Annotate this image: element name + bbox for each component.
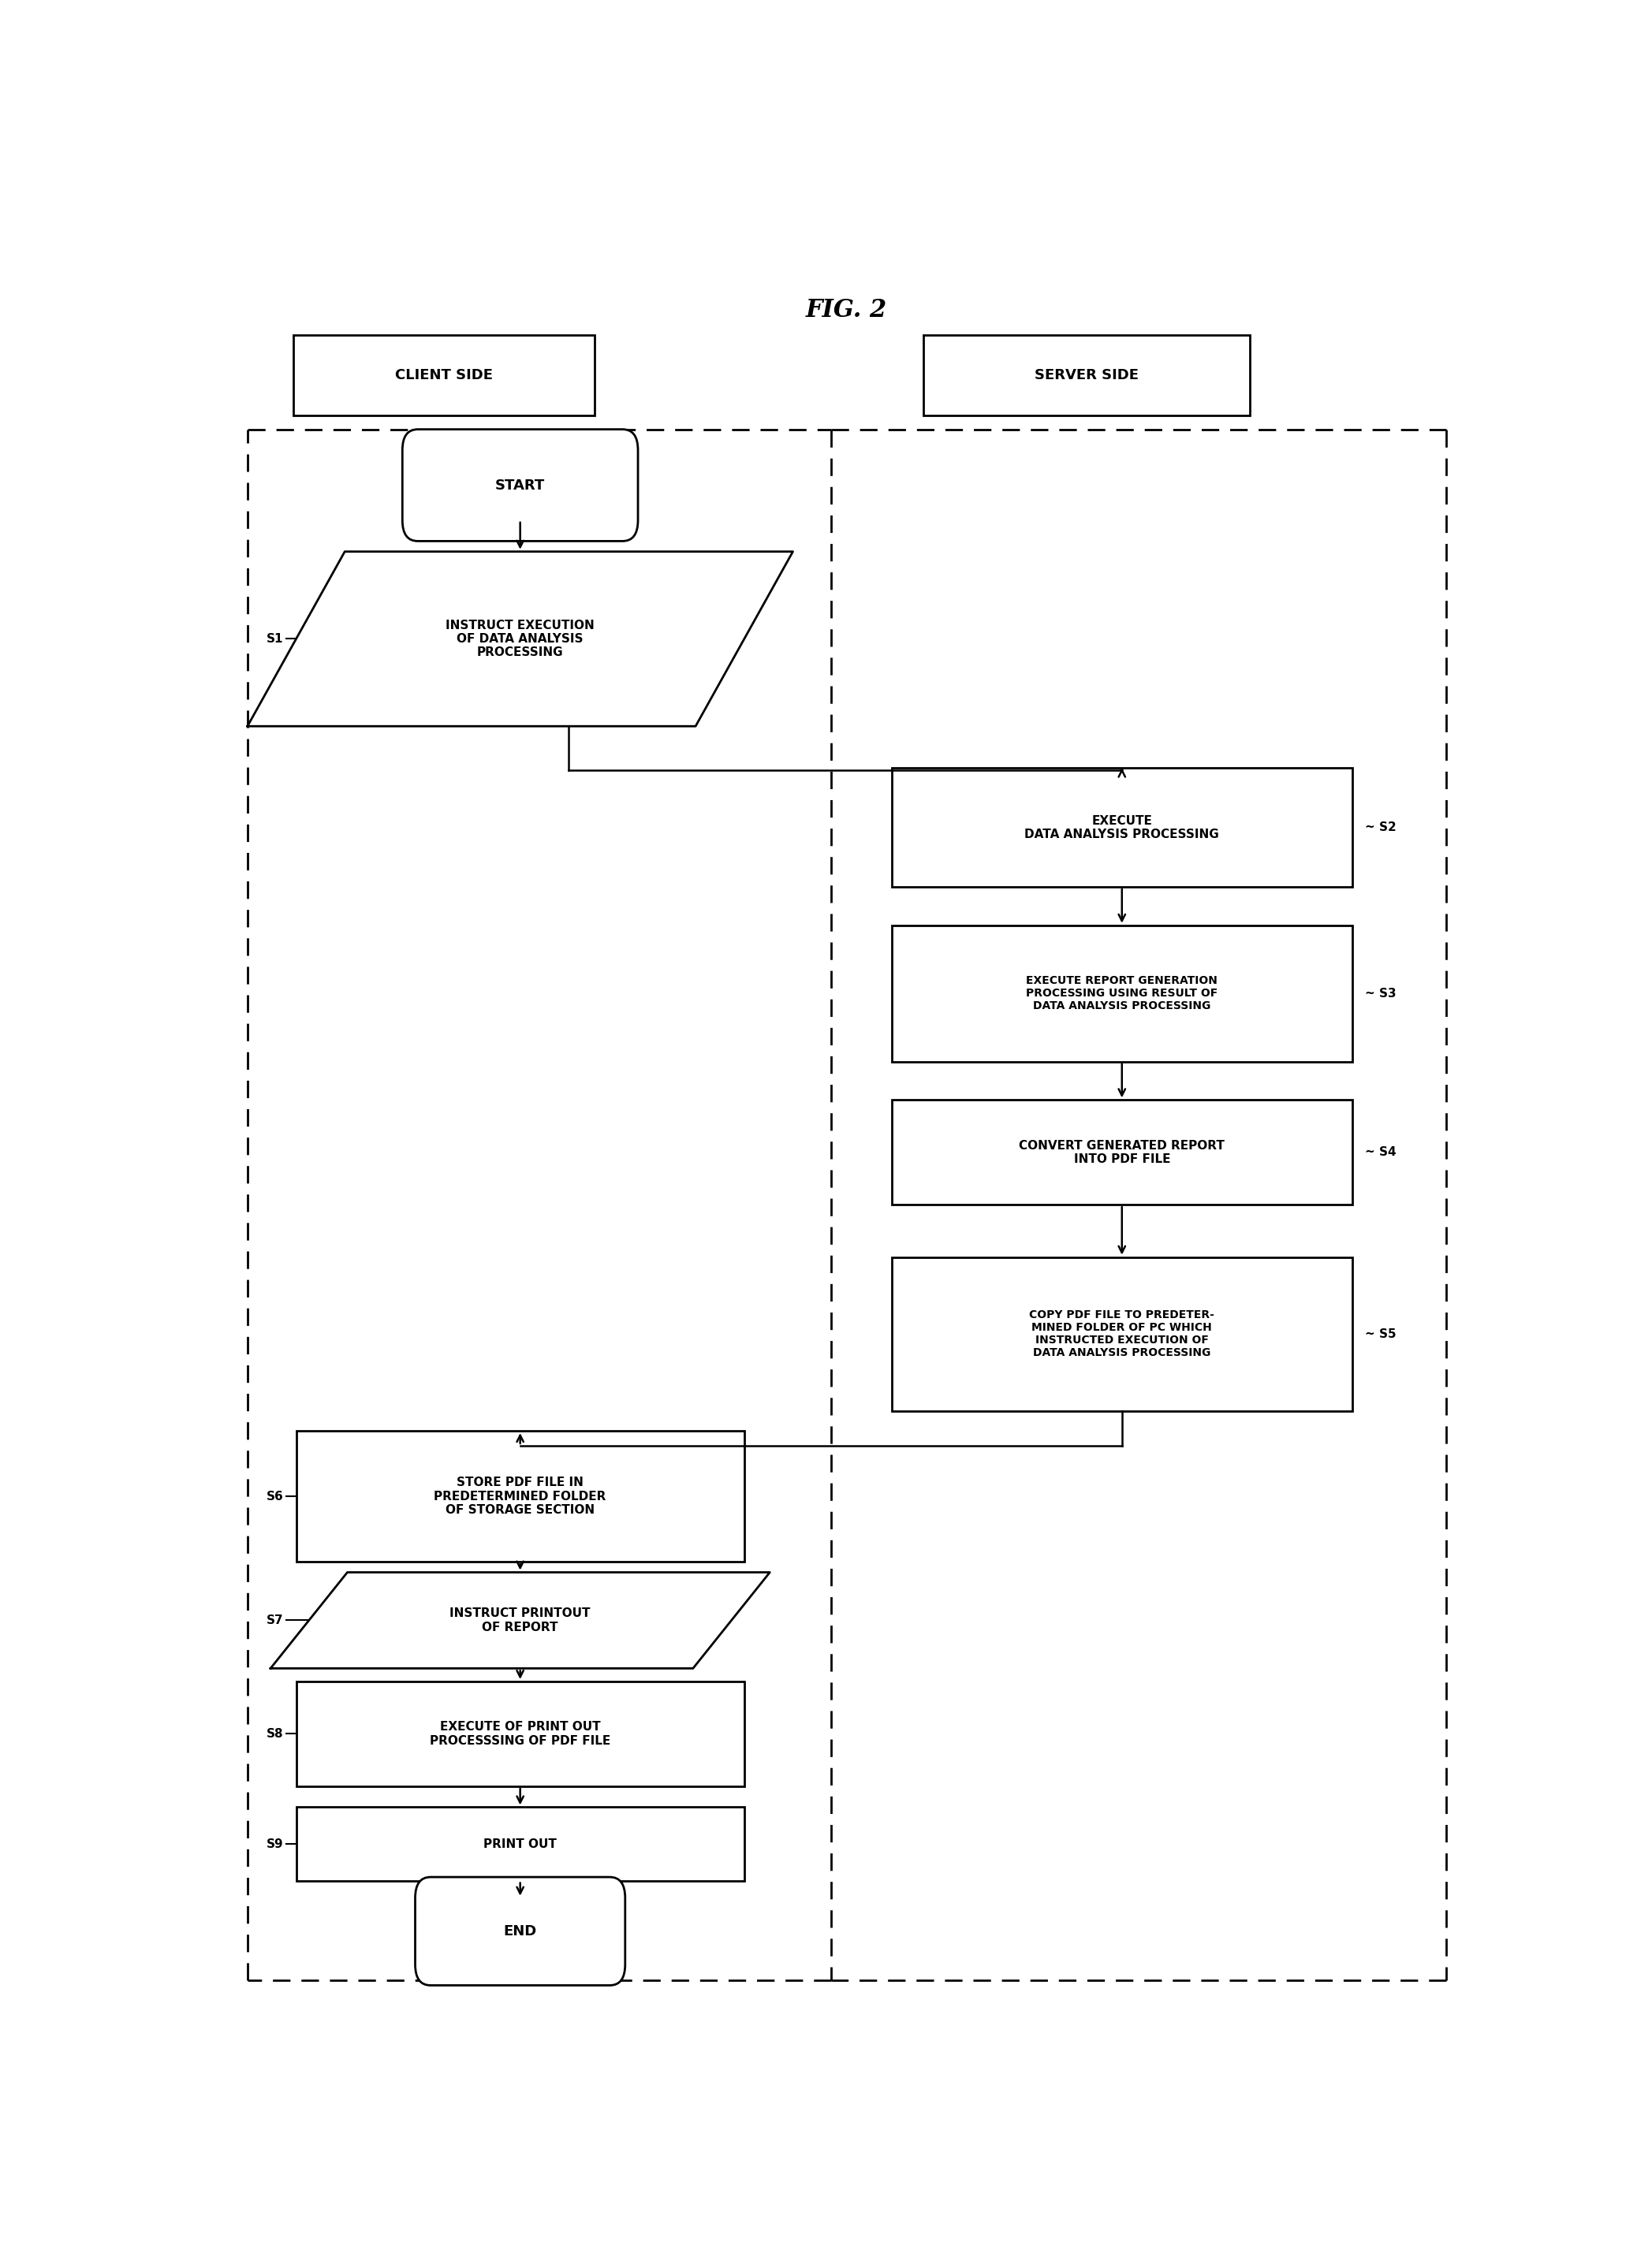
- Text: CONVERT GENERATED REPORT
INTO PDF FILE: CONVERT GENERATED REPORT INTO PDF FILE: [1019, 1139, 1224, 1166]
- Bar: [923, 336, 1251, 415]
- Text: EXECUTE
DATA ANALYSIS PROCESSING: EXECUTE DATA ANALYSIS PROCESSING: [1024, 814, 1219, 839]
- Text: END: END: [504, 1923, 537, 1939]
- Text: ~ S5: ~ S5: [1365, 1329, 1396, 1340]
- Text: S9: S9: [266, 1837, 284, 1851]
- FancyBboxPatch shape: [403, 429, 638, 542]
- Bar: [296, 1681, 743, 1787]
- Text: ~ S4: ~ S4: [1365, 1145, 1396, 1159]
- Bar: [296, 1808, 743, 1880]
- Bar: [892, 769, 1353, 887]
- Bar: [294, 336, 595, 415]
- Text: EXECUTE REPORT GENERATION
PROCESSING USING RESULT OF
DATA ANALYSIS PROCESSING: EXECUTE REPORT GENERATION PROCESSING USI…: [1026, 975, 1218, 1012]
- Text: STORE PDF FILE IN
PREDETERMINED FOLDER
OF STORAGE SECTION: STORE PDF FILE IN PREDETERMINED FOLDER O…: [434, 1476, 606, 1515]
- Text: S7: S7: [266, 1615, 284, 1626]
- Text: ~ S3: ~ S3: [1365, 987, 1396, 1000]
- Polygon shape: [248, 551, 793, 726]
- Text: START: START: [496, 479, 545, 492]
- Polygon shape: [271, 1572, 770, 1669]
- Bar: [892, 925, 1353, 1061]
- Text: SERVER SIDE: SERVER SIDE: [1034, 367, 1138, 383]
- Text: INSTRUCT EXECUTION
OF DATA ANALYSIS
PROCESSING: INSTRUCT EXECUTION OF DATA ANALYSIS PROC…: [446, 619, 595, 658]
- FancyBboxPatch shape: [415, 1878, 624, 1984]
- Bar: [892, 1256, 1353, 1411]
- Text: CLIENT SIDE: CLIENT SIDE: [395, 367, 492, 383]
- Text: S6: S6: [266, 1490, 284, 1501]
- Text: S8: S8: [266, 1728, 284, 1740]
- Bar: [892, 1100, 1353, 1204]
- Text: COPY PDF FILE TO PREDETER-
MINED FOLDER OF PC WHICH
INSTRUCTED EXECUTION OF
DATA: COPY PDF FILE TO PREDETER- MINED FOLDER …: [1029, 1309, 1214, 1359]
- Text: EXECUTE OF PRINT OUT
PROCESSSING OF PDF FILE: EXECUTE OF PRINT OUT PROCESSSING OF PDF …: [430, 1721, 611, 1746]
- Bar: [296, 1431, 743, 1563]
- Text: S1: S1: [266, 633, 284, 644]
- Text: PRINT OUT: PRINT OUT: [484, 1837, 557, 1851]
- Text: INSTRUCT PRINTOUT
OF REPORT: INSTRUCT PRINTOUT OF REPORT: [449, 1608, 590, 1633]
- Text: ~ S2: ~ S2: [1365, 821, 1396, 832]
- Text: FIG. 2: FIG. 2: [806, 299, 887, 322]
